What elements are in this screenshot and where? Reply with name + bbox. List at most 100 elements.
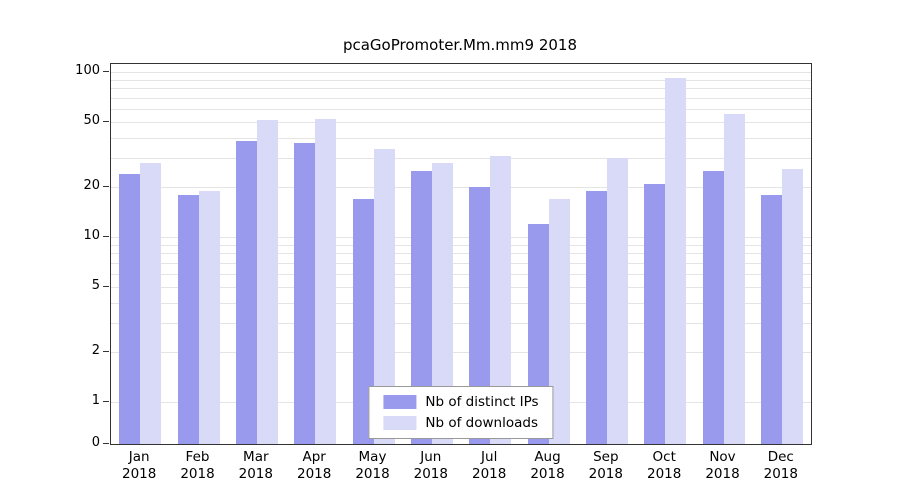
year-label: 2018 <box>763 466 798 482</box>
year-label: 2018 <box>355 466 390 482</box>
month-label: Jan <box>128 449 150 465</box>
bar-nb-of-downloads-mar <box>256 120 278 444</box>
gridline-80 <box>111 88 811 89</box>
bar-nb-of-distinct-ips-may <box>352 199 374 444</box>
y-tick-label-50: 50 <box>83 112 100 128</box>
year-label: 2018 <box>588 466 623 482</box>
x-tick-label-feb: Feb 2018 <box>166 449 230 483</box>
legend-swatch-distinct-ips <box>383 395 417 409</box>
x-tick-label-apr: Apr 2018 <box>282 449 346 483</box>
bar-nb-of-distinct-ips-jun <box>410 171 432 444</box>
y-tick-label-10: 10 <box>83 228 100 243</box>
gridline-10 <box>111 237 811 238</box>
y-tick-mark-1 <box>103 401 109 402</box>
year-label: 2018 <box>122 466 157 482</box>
bar-nb-of-downloads-oct <box>665 78 687 444</box>
bar-nb-of-distinct-ips-sep <box>585 191 607 444</box>
legend: Nb of distinct IPs Nb of downloads <box>368 386 554 439</box>
bar-nb-of-distinct-ips-dec <box>760 194 782 444</box>
x-tick-label-sep: Sep 2018 <box>574 449 638 483</box>
month-label: Sep <box>593 449 619 465</box>
month-label: Oct <box>652 449 676 465</box>
bar-nb-of-distinct-ips-oct <box>644 183 666 444</box>
x-tick-label-aug: Aug 2018 <box>516 449 580 483</box>
month-label: Jul <box>481 449 498 465</box>
x-tick-label-mar: Mar 2018 <box>224 449 288 483</box>
y-tick-mark-100 <box>103 71 109 72</box>
plot-area: Nb of distinct IPs Nb of downloads <box>110 63 812 445</box>
y-tick-label-5: 5 <box>91 277 100 293</box>
bar-nb-of-downloads-apr <box>315 118 337 444</box>
year-label: 2018 <box>413 466 448 482</box>
bar-nb-of-downloads-may <box>373 149 395 444</box>
gridline-3 <box>111 323 811 325</box>
gridline-100 <box>111 72 811 73</box>
month-label: Dec <box>767 449 794 465</box>
month-label: May <box>358 449 387 465</box>
y-tick-mark-0 <box>103 443 109 444</box>
bar-nb-of-downloads-feb <box>198 191 220 444</box>
gridline-4 <box>111 302 811 304</box>
y-tick-label-0: 0 <box>91 435 100 450</box>
bar-nb-of-distinct-ips-apr <box>294 143 316 444</box>
month-label: Jun <box>420 449 442 465</box>
gridline-90 <box>111 79 811 81</box>
y-tick-mark-10 <box>103 236 109 237</box>
year-label: 2018 <box>647 466 682 482</box>
gridline-6 <box>111 273 811 275</box>
month-label: Nov <box>709 449 736 465</box>
y-tick-label-1: 1 <box>91 393 100 408</box>
y-tick-label-2: 2 <box>91 343 100 359</box>
year-label: 2018 <box>238 466 273 482</box>
gridline-30 <box>111 158 811 160</box>
year-label: 2018 <box>530 466 565 482</box>
legend-label-distinct-ips: Nb of distinct IPs <box>425 394 539 410</box>
gridline-50 <box>111 121 811 123</box>
gridline-70 <box>111 97 811 99</box>
bar-nb-of-distinct-ips-feb <box>177 194 199 444</box>
month-label: Mar <box>243 449 269 465</box>
gridline-20 <box>111 187 811 189</box>
x-tick-label-nov: Nov 2018 <box>691 449 755 483</box>
x-tick-label-may: May 2018 <box>341 449 405 483</box>
y-tick-mark-5 <box>103 285 109 287</box>
bar-nb-of-downloads-jun <box>431 163 453 444</box>
month-label: Aug <box>534 449 561 465</box>
gridline-60 <box>111 108 811 110</box>
year-label: 2018 <box>472 466 507 482</box>
gridline-7 <box>111 262 811 264</box>
y-tick-mark-20 <box>103 186 109 188</box>
bar-nb-of-downloads-jan <box>140 163 162 444</box>
month-label: Apr <box>302 449 326 465</box>
x-tick-label-oct: Oct 2018 <box>632 449 696 483</box>
bar-nb-of-distinct-ips-jul <box>469 187 491 444</box>
bar-nb-of-downloads-nov <box>723 113 745 444</box>
legend-label-downloads: Nb of downloads <box>425 415 538 431</box>
gridline-8 <box>111 253 811 254</box>
bar-nb-of-downloads-dec <box>781 168 803 444</box>
legend-item-downloads: Nb of downloads <box>383 415 538 431</box>
year-label: 2018 <box>705 466 740 482</box>
bar-nb-of-distinct-ips-jan <box>119 174 141 444</box>
x-tick-label-jul: Jul 2018 <box>457 449 521 483</box>
gridline-9 <box>111 244 811 246</box>
y-tick-label-100: 100 <box>75 63 100 78</box>
gridline-5 <box>111 286 811 288</box>
chart-title: pcaGoPromoter.Mm.mm9 2018 <box>342 36 578 54</box>
bar-nb-of-downloads-aug <box>548 199 570 444</box>
bar-nb-of-distinct-ips-nov <box>702 171 724 444</box>
y-tick-mark-50 <box>103 120 109 122</box>
year-label: 2018 <box>180 466 215 482</box>
bar-nb-of-distinct-ips-mar <box>235 141 257 444</box>
gridline-40 <box>111 137 811 139</box>
y-tick-label-20: 20 <box>83 178 100 194</box>
bar-nb-of-downloads-sep <box>606 158 628 444</box>
x-tick-label-dec: Dec 2018 <box>749 449 813 483</box>
year-label: 2018 <box>297 466 332 482</box>
bar-nb-of-downloads-jul <box>490 155 512 444</box>
legend-swatch-downloads <box>383 416 417 430</box>
x-tick-label-jan: Jan 2018 <box>107 449 171 483</box>
x-tick-label-jun: Jun 2018 <box>399 449 463 483</box>
gridline-2 <box>111 352 811 354</box>
